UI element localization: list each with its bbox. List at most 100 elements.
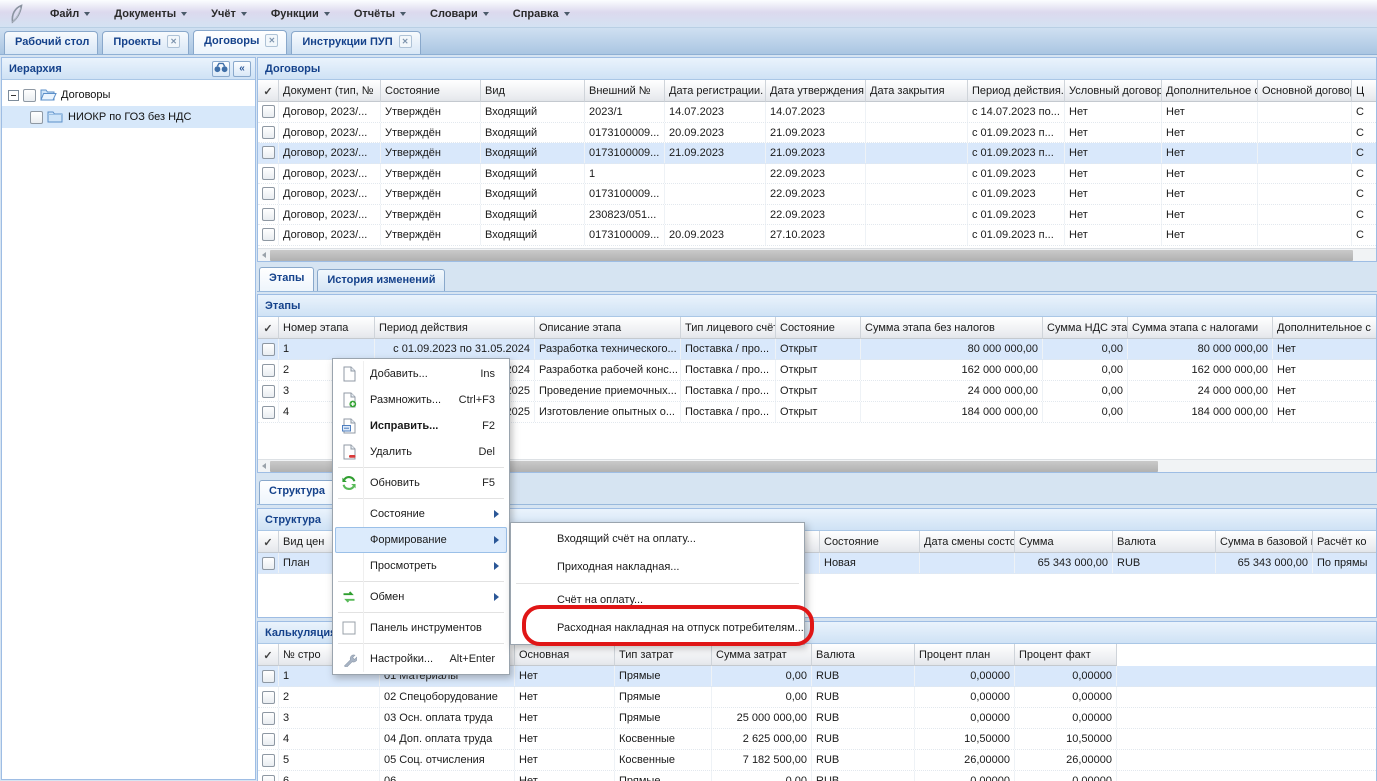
close-icon[interactable]: ✕ [398,35,412,48]
row-checkbox[interactable] [261,690,275,704]
menu-item[interactable]: Счёт на оплату... [513,586,802,614]
tree-node[interactable]: НИОКР по ГОЗ без НДС [2,106,255,128]
node-checkbox[interactable] [30,110,43,124]
column-header[interactable]: Расчёт ко [1313,531,1376,553]
table-row[interactable]: 3 ...2025 Проведение приемочных... Поставка… [258,381,1376,402]
close-icon[interactable]: ✕ [265,34,279,47]
row-checkbox[interactable] [261,125,275,139]
tab-Договоры[interactable]: Договоры ✕ [193,30,288,54]
tab-structure[interactable]: Структура [259,480,335,504]
menu-item[interactable]: Состояние [335,501,507,527]
column-header[interactable]: Дата утверждения [766,80,866,102]
search-binoculars-button[interactable] [212,61,230,77]
table-row[interactable]: Договор, 2023/... Утверждён Входящий 017310… [258,225,1376,246]
menu-item[interactable]: Удалить Del [335,439,507,465]
table-row[interactable]: Договор, 2023/... Утверждён Входящий 017310… [258,122,1376,143]
scrollbar-thumb[interactable] [270,250,1353,261]
menu-item[interactable]: Приходная накладная... [513,553,802,581]
scroll-left-icon[interactable] [258,249,270,261]
row-checkbox[interactable] [261,146,275,160]
table-row[interactable]: 2 02 Спецоборудование Нет Прямые 0,00 RUB 0,00… [258,687,1376,708]
column-header[interactable]: Вид [481,80,585,102]
column-header[interactable]: Состояние [776,317,861,339]
column-header[interactable]: Условный договор [1065,80,1162,102]
contracts-hscrollbar[interactable] [258,248,1376,261]
row-checkbox[interactable] [261,105,275,119]
column-header[interactable]: Процент факт [1015,644,1117,666]
tree-node[interactable]: Договоры [2,84,255,106]
table-row[interactable]: 4 04 Доп. оплата труда Нет Косвенные 2 625 0… [258,729,1376,750]
column-header[interactable]: Процент план [915,644,1015,666]
column-header[interactable]: Дополнительное с [1162,80,1258,102]
column-header[interactable]: Состояние [381,80,481,102]
row-checkbox[interactable] [261,384,275,398]
table-row[interactable]: Договор, 2023/... Утверждён Входящий 230823… [258,204,1376,225]
row-checkbox[interactable] [261,342,275,356]
select-all-header[interactable]: ✓ [258,317,279,339]
tab-Рабочий стол[interactable]: Рабочий стол [4,31,99,54]
row-checkbox[interactable] [261,207,275,221]
row-checkbox[interactable] [261,732,275,746]
menu-item[interactable]: Исправить... F2 [335,413,507,439]
column-header[interactable]: Номер этапа [279,317,375,339]
menu-item[interactable]: Панель инструментов [335,615,507,641]
menu-item[interactable]: Добавить... Ins [335,361,507,387]
select-all-header[interactable]: ✓ [258,531,279,553]
row-checkbox[interactable] [261,187,275,201]
stages-hscrollbar[interactable] [258,459,1376,472]
row-checkbox[interactable] [261,363,275,377]
column-header[interactable]: Сумма этапа с налогами [1128,317,1273,339]
column-header[interactable]: Период действия.. [968,80,1065,102]
menubar-item[interactable]: Справка [513,8,570,20]
column-header[interactable]: Состояние [820,531,920,553]
menu-item[interactable]: Настройки... Alt+Enter [335,646,507,672]
select-all-header[interactable]: ✓ [258,644,279,666]
menu-item[interactable]: Просмотреть [335,553,507,579]
tab-Инструкции ПУП[interactable]: Инструкции ПУП ✕ [291,31,421,54]
menu-item[interactable]: Обмен [335,584,507,610]
column-header[interactable]: Дата регистрации. [665,80,766,102]
column-header[interactable]: Сумма НДС этапа [1043,317,1128,339]
tab-Этапы[interactable]: Этапы [259,267,315,291]
row-checkbox[interactable] [261,556,275,570]
column-header[interactable]: Дата закрытия [866,80,968,102]
column-header[interactable]: Ц [1352,80,1376,102]
menubar-item[interactable]: Отчёты [354,8,407,20]
menubar-item[interactable]: Словари [430,8,489,20]
menu-item[interactable]: Формирование [335,527,507,553]
column-header[interactable]: Период действия [375,317,535,339]
menu-item[interactable]: Обновить F5 [335,470,507,496]
column-header[interactable]: Описание этапа [535,317,681,339]
row-checkbox[interactable] [261,166,275,180]
column-header[interactable]: Основной договор [1258,80,1352,102]
row-checkbox[interactable] [261,669,275,683]
tab-История изменений[interactable]: История изменений [317,269,446,291]
table-row[interactable]: Договор, 2023/... Утверждён Входящий 017310… [258,143,1376,164]
column-header[interactable]: Тип затрат [615,644,712,666]
tab-Проекты[interactable]: Проекты ✕ [102,31,190,54]
table-row[interactable]: 5 05 Соц. отчисления Нет Косвенные 7 182 500… [258,750,1376,771]
table-row[interactable]: 6 06 ... Нет Прямые 0,00 RUB 0,00000 0,00000 [258,771,1376,781]
menu-item[interactable]: Размножить... Ctrl+F3 [335,387,507,413]
menubar-item[interactable]: Файл [50,8,91,20]
table-row[interactable]: Договор, 2023/... Утверждён Входящий 017310… [258,184,1376,205]
column-header[interactable]: Документ (тип, № [279,80,381,102]
scroll-left-icon[interactable] [258,460,270,472]
close-icon[interactable]: ✕ [167,35,181,48]
column-header[interactable]: Дополнительное с [1273,317,1376,339]
scrollbar-thumb[interactable] [270,461,1158,472]
column-header[interactable]: Основная [515,644,615,666]
column-header[interactable]: Валюта [812,644,915,666]
column-header[interactable]: Тип лицевого счёт [681,317,776,339]
table-row[interactable]: 4 ...2025 Изготовление опытных о... Поставк… [258,402,1376,423]
column-header[interactable]: Дата смены состоя [920,531,1015,553]
row-checkbox[interactable] [261,228,275,242]
table-row[interactable]: Договор, 2023/... Утверждён Входящий 2023/1… [258,102,1376,123]
menu-item[interactable]: Расходная накладная на отпуск потребител… [513,614,804,642]
column-header[interactable]: Внешний № [585,80,665,102]
table-row[interactable]: Договор, 2023/... Утверждён Входящий 1 22.09… [258,163,1376,184]
row-checkbox[interactable] [261,753,275,767]
tree-expander-icon[interactable] [8,89,19,101]
row-checkbox[interactable] [261,405,275,419]
